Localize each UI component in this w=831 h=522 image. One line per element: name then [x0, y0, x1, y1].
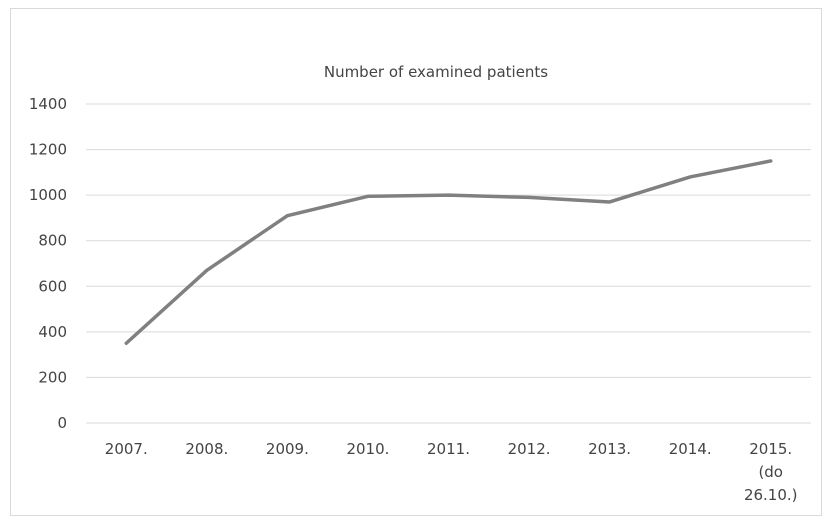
x-tick-label: 2013.: [588, 440, 631, 458]
chart-frame: Number of examined patients 0 200 400 600 80…: [10, 8, 822, 516]
data-point: [769, 159, 773, 163]
data-point: [608, 200, 612, 204]
data-point: [205, 268, 209, 272]
data-point: [285, 214, 289, 218]
data-point: [366, 194, 370, 198]
data-point: [688, 175, 692, 179]
data-point: [447, 193, 450, 197]
x-tick-label: 2007.: [105, 440, 148, 458]
data-point: [527, 195, 531, 199]
y-tick-label: 1000: [29, 186, 67, 204]
x-axis-ticks: 2007. 2008. 2009. 2010. 2011. 2012. 2013. 2014.…: [105, 440, 798, 504]
y-tick-label: 600: [38, 277, 67, 295]
x-tick-label: 2008.: [185, 440, 228, 458]
y-axis-ticks: 0 200 400 600 800 1000 1200 1400: [29, 95, 67, 432]
x-tick-label: 2011.: [427, 440, 470, 458]
y-tick-label: 200: [38, 368, 67, 386]
data-point: [124, 341, 128, 345]
y-tick-label: 1200: [29, 141, 67, 159]
x-tick-label: 2009.: [266, 440, 309, 458]
y-tick-label: 800: [38, 232, 67, 250]
x-tick-label: 2014.: [669, 440, 712, 458]
y-tick-label: 1400: [29, 95, 67, 113]
series-layer: [124, 159, 773, 345]
chart-title: Number of examined patients: [324, 63, 548, 81]
x-tick-label: 2015. (do 26.10.): [744, 440, 798, 504]
y-tick-label: 400: [38, 323, 67, 341]
x-tick-label: 2012.: [508, 440, 551, 458]
gridlines: [86, 103, 811, 424]
x-tick-label: 2010.: [346, 440, 389, 458]
y-tick-label: 0: [57, 414, 67, 432]
series-line: [124, 159, 773, 345]
line-chart: Number of examined patients 0 200 400 600 80…: [29, 63, 811, 504]
